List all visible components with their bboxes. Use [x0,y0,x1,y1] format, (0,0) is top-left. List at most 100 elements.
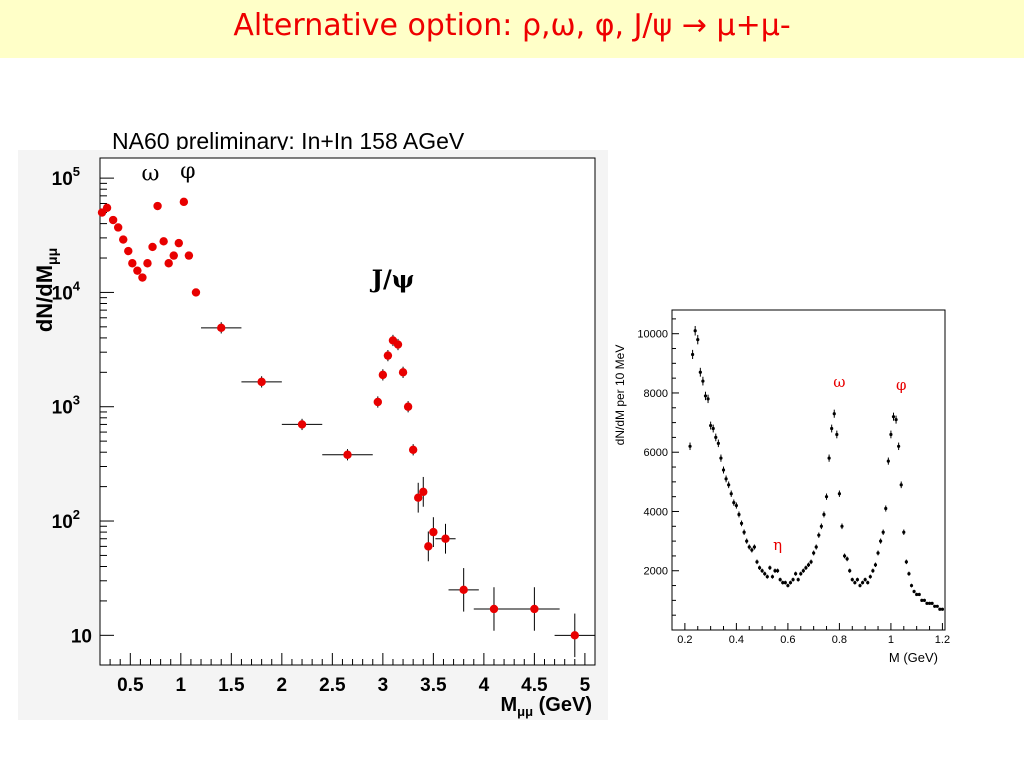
x-tick-label: 4.5 [521,675,548,696]
inset-data-point [773,569,777,573]
inset-data-point [714,435,718,440]
inset-data-point [866,580,870,585]
inset-data-point [734,503,738,508]
inset-data-point [881,530,885,534]
peak-annotation: J/ψ [370,265,415,294]
inset-data-point [729,492,733,496]
y-tick-label: 104 [52,278,81,304]
x-tick-label: 3 [378,675,389,696]
inset-data-point [791,578,795,582]
inset-data-point [788,580,793,585]
inset-data-point [891,415,896,419]
inset-data-point [935,604,939,608]
y-axis-label: dN/dMμμ [32,248,60,332]
data-point [343,450,352,459]
inset-data-point [727,483,731,487]
inset-data-point [863,578,867,582]
data-point [174,238,183,248]
data-point [184,251,194,260]
data-point [143,259,152,268]
inset-data-point [876,551,880,555]
inset-data-point [894,418,898,422]
inset-data-point [719,456,723,460]
main-chart-title: NA60 preliminary: In+In 158 AGeV [112,128,465,154]
data-point [414,493,423,502]
slide-title: Alternative option: ρ,ω, φ, J/ψ → μ+μ- [233,8,791,43]
inset-data-point [835,432,839,437]
data-point [383,351,393,360]
y-tick-label: 102 [52,507,80,533]
data-point [169,251,178,260]
inset-data-point [806,563,811,567]
inset-x-tick-label: 0.6 [780,634,795,646]
peak-annotation: φ [180,159,195,184]
inset-data-point [842,554,847,558]
inset-x-axis-label: M (GeV) [889,650,938,665]
inset-data-point [832,412,836,416]
inset-data-point [721,468,726,472]
inset-data-point [801,569,805,573]
x-axis-label: Mμμ (GeV) [501,694,593,719]
inset-data-point [858,583,862,588]
inset-peak-annotation: φ [896,376,907,394]
inset-y-tick-label: 6000 [644,447,668,459]
inset-data-point [824,495,829,499]
data-point [164,259,173,268]
x-tick-label: 1 [176,675,187,696]
data-point [429,527,438,537]
inset-data-point [845,557,849,561]
inset-data-point [871,569,875,573]
inset-data-point [884,506,888,511]
inset-data-point [799,572,803,576]
inset-data-point [716,441,720,445]
inset-data-point [701,379,705,383]
inset-data-point [737,512,741,517]
inset-data-point [755,560,759,564]
inset-data-point [786,583,790,588]
data-point [113,223,123,232]
inset-data-point [886,459,890,463]
inset-data-point [860,580,865,585]
data-point [424,542,433,551]
inset-data-point [819,524,823,528]
y-tick-label: 10 [71,626,92,647]
data-point [119,235,128,244]
data-point [441,534,450,543]
data-point [153,201,162,211]
y-tick-label: 105 [52,164,80,190]
inset-data-point [706,397,710,401]
inset-x-tick-label: 0.4 [729,634,744,646]
inset-data-point [693,329,697,333]
inset-data-point [899,483,903,487]
data-point [179,197,189,207]
inset-y-axis-label: dN/dM per 10 MeV [613,345,627,446]
inset-data-point [781,580,785,585]
inset-data-point [907,572,911,576]
inset-y-tick-label: 2000 [644,566,668,578]
inset-data-point [827,456,831,460]
inset-data-point [933,604,937,608]
data-point [570,631,579,640]
inset-data-point [915,592,919,597]
data-point [530,604,539,614]
peak-annotation: ω [142,162,160,187]
inset-y-tick-label: 10000 [637,329,668,341]
inset-data-point [917,592,921,597]
inset-data-point [922,598,926,602]
data-point [138,273,147,282]
x-tick-label: 1.5 [218,675,245,696]
inset-data-point [830,426,834,431]
inset-data-point [920,598,924,602]
inset-data-point [897,444,901,448]
inset-data-point [927,601,932,605]
inset-data-point [868,575,872,579]
data-point [408,445,418,454]
data-point [159,237,168,246]
inset-y-tick-label: 4000 [644,506,668,518]
inset-data-point [814,545,818,549]
inset-data-point [848,569,852,573]
inset-data-point [855,578,860,582]
x-tick-label: 3.5 [420,675,447,696]
inset-data-point [696,338,700,342]
x-tick-label: 2 [277,675,288,696]
